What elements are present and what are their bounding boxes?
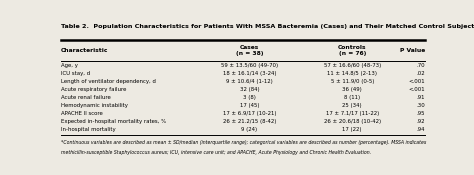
Text: Controls
(n = 76): Controls (n = 76) (338, 45, 366, 56)
Text: Acute respiratory failure: Acute respiratory failure (61, 87, 127, 92)
Text: Acute renal failure: Acute renal failure (61, 95, 111, 100)
Text: 17 ± 6.9/17 (10-21): 17 ± 6.9/17 (10-21) (223, 111, 276, 116)
Text: *Continuous variables are described as mean ± SD/median (interquartile range); c: *Continuous variables are described as m… (61, 140, 426, 145)
Text: ICU stay, d: ICU stay, d (61, 71, 90, 76)
Text: 5 ± 11.9/0 (0-5): 5 ± 11.9/0 (0-5) (330, 79, 374, 84)
Text: 3 (8): 3 (8) (243, 95, 256, 100)
Text: 26 ± 21.2/15 (8-42): 26 ± 21.2/15 (8-42) (223, 119, 276, 124)
Text: .94: .94 (416, 127, 425, 132)
Text: <.001: <.001 (408, 79, 425, 84)
Text: 26 ± 20.6/18 (10-42): 26 ± 20.6/18 (10-42) (324, 119, 381, 124)
Text: .30: .30 (416, 103, 425, 108)
Text: 25 (34): 25 (34) (342, 103, 362, 108)
Text: 11 ± 14.8/5 (2-13): 11 ± 14.8/5 (2-13) (327, 71, 377, 76)
Text: <.001: <.001 (408, 87, 425, 92)
Text: Cases
(n = 38): Cases (n = 38) (236, 45, 263, 56)
Text: Age, y: Age, y (61, 63, 78, 68)
Text: Characteristic: Characteristic (61, 48, 109, 53)
Text: 57 ± 16.6/60 (48-73): 57 ± 16.6/60 (48-73) (324, 63, 381, 68)
Text: 8 (11): 8 (11) (344, 95, 360, 100)
Text: methicillin-susceptible Staphylococcus aureus; ICU, intensive care unit; and APA: methicillin-susceptible Staphylococcus a… (61, 150, 371, 155)
Text: 9 ± 10.6/4 (1-12): 9 ± 10.6/4 (1-12) (226, 79, 273, 84)
Text: 59 ± 13.5/60 (49-70): 59 ± 13.5/60 (49-70) (221, 63, 278, 68)
Text: .70: .70 (416, 63, 425, 68)
Text: .92: .92 (416, 119, 425, 124)
Text: 17 (45): 17 (45) (239, 103, 259, 108)
Text: 36 (49): 36 (49) (342, 87, 362, 92)
Text: 32 (84): 32 (84) (239, 87, 259, 92)
Text: Table 2.  Population Characteristics for Patients With MSSA Bacteremia (Cases) a: Table 2. Population Characteristics for … (61, 24, 474, 29)
Text: APACHE II score: APACHE II score (61, 111, 103, 116)
Text: 9 (24): 9 (24) (241, 127, 257, 132)
Text: Expected in-hospital mortality rates, %: Expected in-hospital mortality rates, % (61, 119, 166, 124)
Text: 17 ± 7.1/17 (11-22): 17 ± 7.1/17 (11-22) (326, 111, 379, 116)
Text: P Value: P Value (400, 48, 425, 53)
Text: Hemodynamic instability: Hemodynamic instability (61, 103, 128, 108)
Text: 17 (22): 17 (22) (342, 127, 362, 132)
Text: .91: .91 (416, 95, 425, 100)
Text: Length of ventilator dependency, d: Length of ventilator dependency, d (61, 79, 156, 84)
Text: In-hospital mortality: In-hospital mortality (61, 127, 116, 132)
Text: .02: .02 (416, 71, 425, 76)
Text: 18 ± 16.1/14 (3-24): 18 ± 16.1/14 (3-24) (223, 71, 276, 76)
Text: .95: .95 (416, 111, 425, 116)
